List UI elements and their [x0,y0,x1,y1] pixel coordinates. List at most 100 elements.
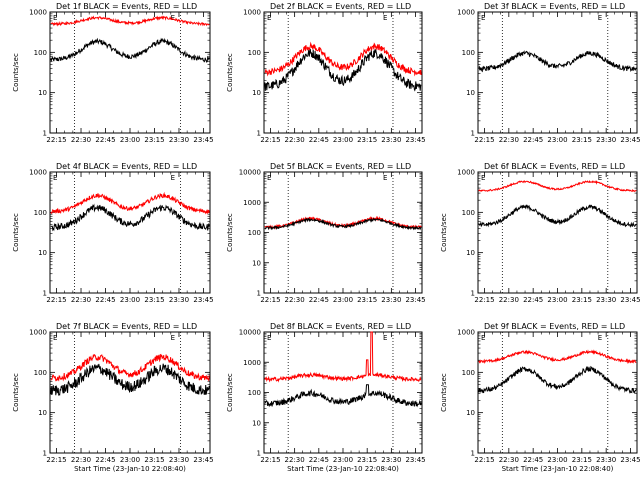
lld-series-line [50,191,210,215]
x-tick-label: 22:30 [71,296,91,304]
x-tick-label: 22:45 [523,136,543,144]
lld-series-line [264,331,422,383]
events-series-line [264,48,422,92]
y-tick-label: 10 [38,249,47,257]
plot-frame [477,331,638,454]
x-tick-label: 23:45 [193,296,213,304]
events-series-line [478,50,637,73]
y-tick-label: 1000 [457,169,475,177]
x-tick-label: 23:00 [547,136,567,144]
event-marker: E [383,174,387,182]
y-axis-label: Counts/sec [12,213,20,252]
plot-frame [49,11,211,134]
x-tick-label: 23:30 [381,456,401,464]
x-tick-label: 22:30 [71,136,91,144]
plot-frame [49,331,211,454]
event-marker: E [383,334,387,342]
event-marker: E [53,14,57,22]
panel-2: Det 2f BLACK = Events, RED = LLD 1 10 100 10… [226,2,426,144]
panel-7: Det 7f BLACK = Events, RED = LLD 1 10 100 10… [12,322,214,473]
y-tick-label: 10 [252,419,261,427]
y-tick-label: 100 [462,369,475,377]
x-tick-label: 22:15 [474,296,494,304]
x-tick-label: 22:45 [309,296,329,304]
x-tick-label: 23:45 [193,456,213,464]
y-axis-label: Counts/sec [12,373,20,412]
x-tick-label: 23:15 [572,136,592,144]
y-tick-label: 1 [43,289,47,297]
y-axis-label: Counts/sec [440,213,448,252]
x-tick-label: 22:15 [474,136,494,144]
x-tick-label: 22:15 [260,136,280,144]
x-tick-label: 23:00 [120,296,140,304]
events-series-line [50,203,210,232]
y-tick-label: 100 [462,49,475,57]
x-tick-label: 23:15 [144,136,164,144]
y-tick-label: 1 [257,289,261,297]
x-tick-label: 23:30 [169,136,189,144]
y-axis-label: Counts/sec [12,53,20,92]
event-marker: E [481,14,485,22]
events-series-line [50,37,210,63]
panel-title: Det 1f BLACK = Events, RED = LLD [56,2,197,11]
x-tick-label: 23:00 [333,456,353,464]
panel-3: Det 3f BLACK = Events, RED = LLD 1 10 100 10… [457,2,640,144]
x-tick-label: 23:30 [596,136,616,144]
x-tick-label: 22:30 [499,136,519,144]
x-tick-label: 23:30 [381,296,401,304]
x-tick-label: 22:30 [499,456,519,464]
x-tick-label: 23:15 [357,456,377,464]
y-tick-label: 10 [252,259,261,267]
y-tick-label: 1000 [29,169,47,177]
y-tick-label: 1 [257,449,261,457]
event-marker: E [481,174,485,182]
x-tick-label: 22:45 [523,296,543,304]
lld-series-line [478,180,637,193]
x-tick-label: 23:00 [120,136,140,144]
y-tick-label: 10 [466,249,475,257]
panel-title: Det 9f BLACK = Events, RED = LLD [484,322,625,331]
event-marker: E [267,14,271,22]
x-tick-label: 23:15 [144,456,164,464]
x-tick-label: 22:30 [499,296,519,304]
plot-frame [477,171,638,294]
y-tick-label: 1 [471,129,475,137]
y-tick-label: 1 [471,289,475,297]
x-tick-label: 23:30 [169,456,189,464]
panel-9: Det 9f BLACK = Events, RED = LLD 1 10 100 10… [440,322,640,473]
y-tick-label: 1000 [457,9,475,17]
x-tick-label: 22:45 [309,456,329,464]
events-series-line [264,217,422,231]
y-tick-label: 10 [466,409,475,417]
y-tick-label: 1 [43,449,47,457]
x-tick-label: 23:00 [547,456,567,464]
panel-title: Det 5f BLACK = Events, RED = LLD [270,162,411,171]
x-tick-label: 23:45 [620,296,640,304]
y-tick-label: 100 [248,389,261,397]
x-tick-label: 22:45 [523,456,543,464]
events-series-line [50,363,210,396]
panel-title: Det 6f BLACK = Events, RED = LLD [484,162,625,171]
x-tick-label: 22:15 [474,456,494,464]
x-tick-label: 23:45 [405,296,425,304]
x-tick-label: 23:45 [620,136,640,144]
y-tick-label: 1 [471,449,475,457]
panel-title: Det 3f BLACK = Events, RED = LLD [484,2,625,11]
event-marker: E [481,334,485,342]
y-axis-label: Counts/sec [440,373,448,412]
y-tick-label: 1000 [29,329,47,337]
x-tick-label: 23:00 [120,456,140,464]
y-tick-label: 10 [38,409,47,417]
x-tick-label: 22:15 [46,456,66,464]
x-tick-label: 23:15 [357,136,377,144]
event-marker: E [53,334,57,342]
panel-6: Det 6f BLACK = Events, RED = LLD 1 10 100 10… [440,162,640,304]
x-tick-label: 23:15 [144,296,164,304]
panel-title: Det 2f BLACK = Events, RED = LLD [270,2,411,11]
lld-series-line [50,353,210,382]
y-tick-label: 100 [34,369,47,377]
event-marker: E [267,174,271,182]
x-tick-label: 22:30 [285,136,305,144]
x-tick-label: 23:45 [193,136,213,144]
y-tick-label: 10 [38,89,47,97]
